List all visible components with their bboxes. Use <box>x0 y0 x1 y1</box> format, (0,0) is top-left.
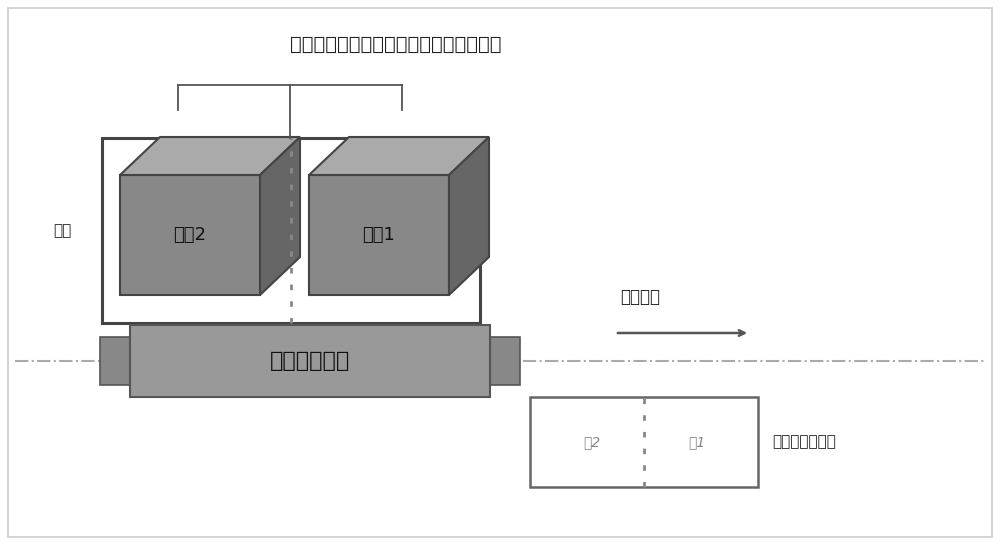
Text: 双工位堆坦机: 双工位堆坦机 <box>270 351 350 371</box>
Text: 货位1: 货位1 <box>386 333 412 347</box>
Text: 相邻货位的烟包为同一到货批、同一配方: 相邻货位的烟包为同一到货批、同一配方 <box>290 35 502 54</box>
Text: 堆坦机放货站台: 堆坦机放货站台 <box>772 434 836 450</box>
Text: 工2: 工2 <box>583 435 600 449</box>
Polygon shape <box>309 175 449 295</box>
Text: 烟刄1: 烟刄1 <box>363 226 395 244</box>
Bar <box>490 337 520 385</box>
Bar <box>530 397 758 487</box>
Bar <box>102 138 480 323</box>
Text: 货位2: 货位2 <box>197 333 223 347</box>
Text: 工1: 工1 <box>688 435 705 449</box>
Text: 烟刄2: 烟刄2 <box>174 226 207 244</box>
Bar <box>100 337 130 385</box>
Text: 货位: 货位 <box>53 223 71 238</box>
Polygon shape <box>449 137 489 295</box>
Polygon shape <box>120 137 300 175</box>
Polygon shape <box>260 137 300 295</box>
Text: 出库方向: 出库方向 <box>620 288 660 306</box>
Polygon shape <box>120 175 260 295</box>
Polygon shape <box>309 137 489 175</box>
Bar <box>130 325 490 397</box>
